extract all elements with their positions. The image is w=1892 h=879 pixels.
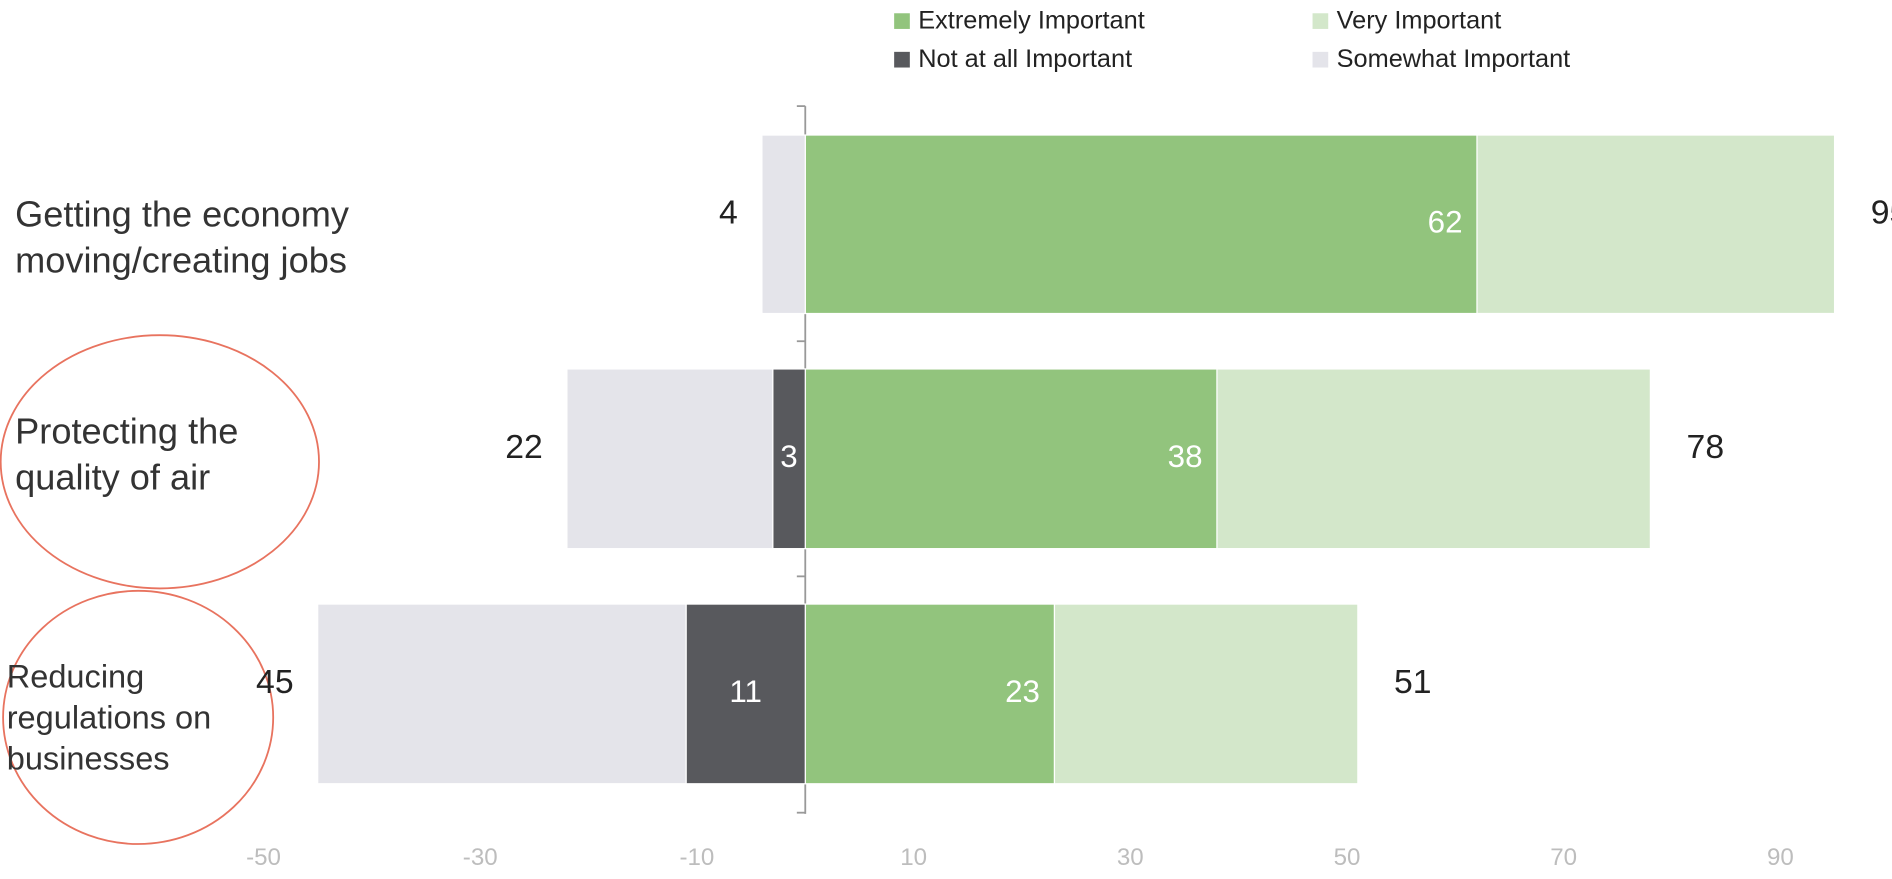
value-label: 62 bbox=[1428, 205, 1463, 240]
x-tick-label: 30 bbox=[1117, 844, 1144, 871]
bar-segment bbox=[804, 134, 1478, 315]
value-label: 38 bbox=[1168, 439, 1203, 474]
bar-segment bbox=[1476, 134, 1836, 315]
x-tick-label: -10 bbox=[679, 844, 714, 871]
legend-label: Somewhat Important bbox=[1337, 45, 1571, 73]
bar-segment bbox=[685, 603, 806, 785]
bar-segment bbox=[317, 603, 687, 785]
right-total-label: 51 bbox=[1394, 663, 1432, 701]
x-tick-label: -50 bbox=[246, 844, 281, 871]
legend-swatch bbox=[1312, 51, 1329, 68]
value-label: 3 bbox=[780, 439, 797, 474]
category-label-box: Protecting the quality of air bbox=[15, 412, 239, 498]
value-label: 23 bbox=[1005, 674, 1040, 709]
bar-segment bbox=[804, 368, 1218, 550]
bar-segment bbox=[804, 603, 1056, 785]
left-total-label: 22 bbox=[505, 428, 543, 466]
category-label: Getting the economy moving/creating jobs bbox=[15, 195, 349, 281]
value-label: 11 bbox=[729, 674, 762, 709]
legend-label: Very Important bbox=[1337, 6, 1502, 34]
bar-segment bbox=[1216, 368, 1651, 550]
x-tick-label: 90 bbox=[1767, 844, 1794, 871]
bar-segment bbox=[566, 368, 774, 550]
left-total-label: 45 bbox=[256, 663, 294, 701]
category-label: Protecting the quality of air bbox=[15, 412, 239, 498]
bar-segment bbox=[772, 368, 806, 550]
category-label-box: Getting the economy moving/creating jobs bbox=[15, 195, 349, 281]
right-total-label: 95 bbox=[1871, 194, 1892, 232]
legend-swatch bbox=[1312, 13, 1329, 29]
x-tick-label: 50 bbox=[1334, 844, 1361, 871]
x-tick-label: -30 bbox=[463, 844, 498, 871]
legend-label: Not at all Important bbox=[918, 45, 1132, 73]
x-tick-label: 10 bbox=[900, 844, 927, 871]
legend-label: Extremely Important bbox=[918, 6, 1144, 34]
left-total-label: 4 bbox=[719, 194, 738, 232]
bar-segment bbox=[761, 134, 806, 315]
highlight-circle bbox=[0, 334, 320, 590]
highlight-circle bbox=[2, 589, 275, 845]
category-label: Reducing regulations on businesses bbox=[6, 658, 212, 776]
category-label-box: Reducing regulations on businesses bbox=[6, 658, 212, 776]
x-tick-label: 70 bbox=[1550, 844, 1577, 871]
legend-swatch bbox=[894, 51, 910, 68]
bar-segment bbox=[1053, 603, 1359, 785]
legend-swatch bbox=[894, 13, 910, 29]
right-total-label: 78 bbox=[1687, 428, 1725, 466]
